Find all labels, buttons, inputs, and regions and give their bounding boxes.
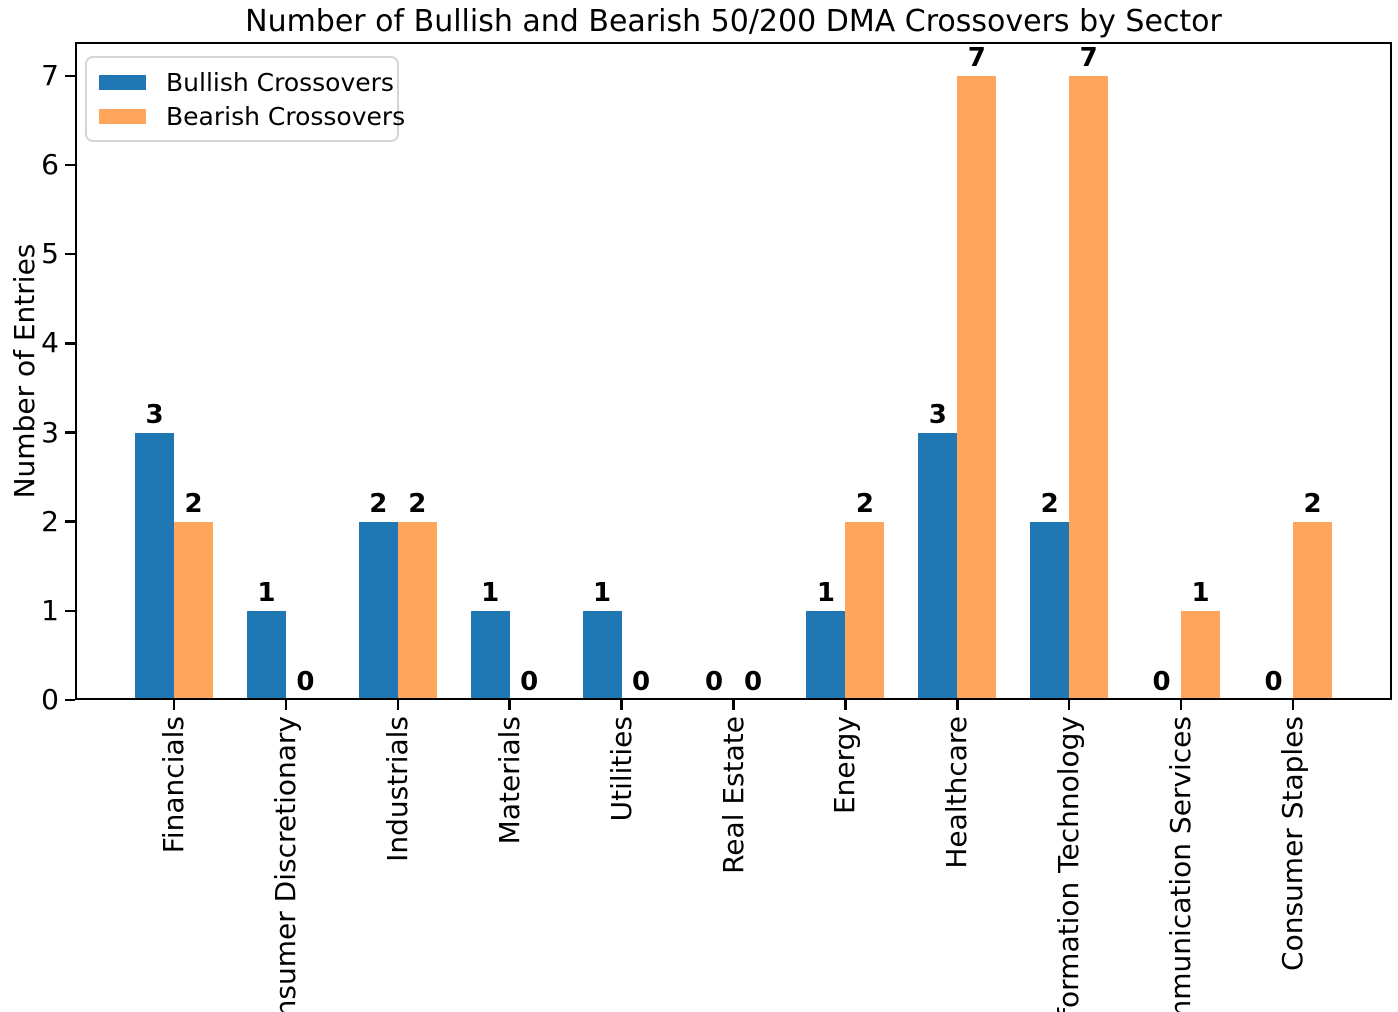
bearish-bar-8 bbox=[1069, 75, 1109, 700]
bearish-bar-9 bbox=[1181, 610, 1221, 700]
y-tick-label: 7 bbox=[41, 58, 59, 92]
bar-value-label: 2 bbox=[1040, 488, 1059, 519]
bar-value-label: 2 bbox=[369, 488, 388, 519]
y-tick-mark bbox=[65, 698, 75, 702]
x-tick-label-information-technology: Information Technology bbox=[1052, 716, 1086, 1012]
x-tick-mark bbox=[620, 700, 623, 710]
bearish-bar-0 bbox=[174, 521, 213, 700]
bar-value-label: 2 bbox=[408, 488, 427, 519]
bar-value-label: 2 bbox=[855, 488, 874, 519]
x-tick-mark bbox=[844, 700, 847, 710]
x-tick-label-communication-services: Communication Services bbox=[1164, 716, 1198, 1012]
y-tick-mark bbox=[65, 252, 75, 256]
bar-value-label: 0 bbox=[704, 667, 724, 697]
y-tick-label: 1 bbox=[41, 593, 59, 627]
bar-value-label: 7 bbox=[1079, 42, 1098, 73]
bar-value-label: 0 bbox=[632, 667, 651, 697]
y-tick-mark bbox=[65, 609, 75, 613]
x-tick-mark bbox=[284, 700, 288, 710]
bullish-bar-0 bbox=[135, 432, 174, 700]
x-tick-mark bbox=[956, 700, 959, 710]
bearish-bar-10 bbox=[1293, 521, 1332, 700]
x-tick-label-consumer-staples: Consumer Staples bbox=[1276, 716, 1309, 971]
x-tick-label-materials: Materials bbox=[492, 716, 526, 845]
legend-label: Bullish Crossovers bbox=[166, 67, 394, 97]
y-tick-label: 6 bbox=[41, 148, 59, 182]
bar-value-label: 0 bbox=[743, 667, 763, 697]
x-tick-label-financials: Financials bbox=[157, 716, 190, 854]
bearish-bar-6 bbox=[845, 521, 885, 700]
y-tick-mark bbox=[65, 74, 75, 78]
bar-value-label: 2 bbox=[1303, 488, 1322, 519]
bullish-bar-7 bbox=[918, 432, 958, 700]
bar-value-label: 0 bbox=[296, 667, 315, 697]
bullish-bar-3 bbox=[470, 610, 510, 700]
y-tick-mark bbox=[65, 431, 75, 434]
legend: Bullish Crossovers Bearish Crossovers bbox=[85, 56, 405, 142]
legend-item-bearish: Bearish Crossovers bbox=[99, 99, 405, 133]
y-tick-mark bbox=[65, 520, 75, 523]
bar-value-label: 1 bbox=[816, 577, 835, 608]
bar-value-label: 1 bbox=[1191, 577, 1210, 608]
bar-value-label: 1 bbox=[481, 577, 500, 608]
x-tick-mark bbox=[1179, 700, 1183, 710]
bar-value-label: 1 bbox=[257, 577, 276, 608]
legend-label: Bearish Crossovers bbox=[166, 101, 406, 131]
bearish-swatch-icon bbox=[99, 108, 146, 124]
x-tick-label-energy: Energy bbox=[828, 716, 862, 815]
x-tick-mark bbox=[732, 700, 735, 710]
bar-value-label: 0 bbox=[1264, 667, 1283, 697]
x-tick-mark bbox=[508, 700, 511, 710]
x-tick-mark bbox=[1067, 700, 1071, 710]
x-tick-label-industrials: Industrials bbox=[380, 716, 414, 862]
y-tick-mark bbox=[65, 342, 75, 345]
bar-value-label: 1 bbox=[593, 577, 612, 608]
bar-value-label: 2 bbox=[184, 488, 203, 519]
x-tick-mark bbox=[1291, 700, 1295, 710]
bar-value-label: 3 bbox=[928, 399, 947, 430]
bar-value-label: 0 bbox=[520, 667, 539, 697]
x-tick-label-real-estate: Real Estate bbox=[716, 716, 750, 874]
bar-value-label: 3 bbox=[145, 399, 164, 430]
y-tick-label: 2 bbox=[41, 504, 59, 538]
bullish-bar-1 bbox=[246, 610, 286, 700]
bar-value-label: 0 bbox=[1152, 667, 1171, 697]
y-tick-label: 4 bbox=[41, 326, 59, 360]
y-tick-label: 3 bbox=[41, 415, 59, 449]
bullish-bar-2 bbox=[358, 521, 398, 700]
x-tick-mark bbox=[396, 700, 400, 710]
x-tick-label-healthcare: Healthcare bbox=[940, 716, 974, 869]
x-tick-label-utilities: Utilities bbox=[604, 716, 638, 822]
bullish-bar-4 bbox=[582, 610, 622, 700]
bearish-bar-2 bbox=[397, 521, 437, 700]
y-tick-label: 5 bbox=[41, 237, 59, 271]
y-tick-label: 0 bbox=[41, 683, 59, 716]
bullish-bar-8 bbox=[1030, 521, 1070, 700]
y-tick-mark bbox=[65, 163, 75, 167]
bar-value-label: 7 bbox=[967, 42, 986, 73]
y-axis-label: Number of Entries bbox=[8, 243, 41, 499]
bullish-bar-6 bbox=[806, 610, 846, 700]
bullish-swatch-icon bbox=[99, 74, 146, 90]
x-tick-mark bbox=[172, 700, 176, 710]
bearish-bar-7 bbox=[957, 75, 997, 700]
x-tick-label-consumer-discretionary: Consumer Discretionary bbox=[268, 716, 302, 1012]
legend-item-bullish: Bullish Crossovers bbox=[99, 65, 394, 99]
chart-title: Number of Bullish and Bearish 50/200 DMA… bbox=[245, 4, 1222, 39]
